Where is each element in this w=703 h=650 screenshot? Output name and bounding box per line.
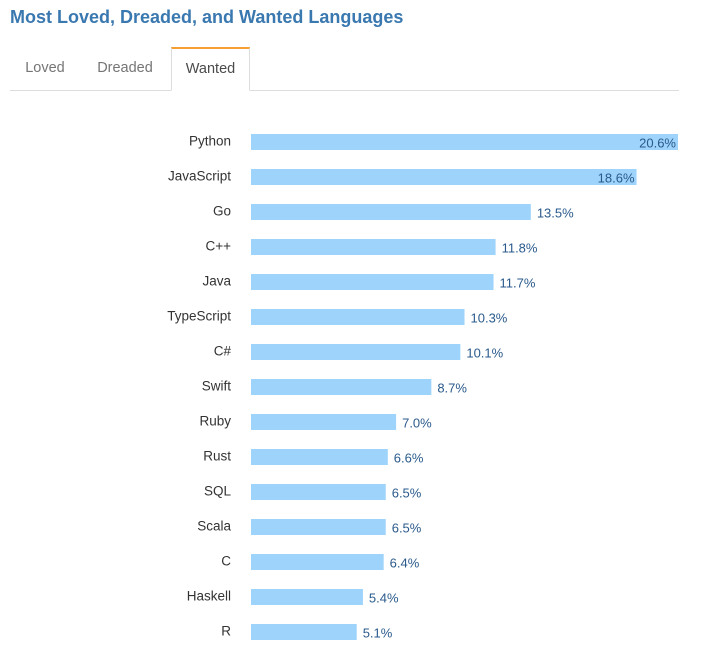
bar	[251, 309, 465, 325]
value-label: 7.0%	[402, 416, 432, 431]
bar	[251, 624, 357, 640]
category-label: Rust	[203, 449, 231, 464]
tab-dreaded[interactable]: Dreaded	[97, 60, 153, 76]
bar	[251, 554, 384, 570]
value-label: 6.6%	[394, 451, 424, 466]
category-label: Ruby	[199, 414, 231, 429]
value-label: 13.5%	[537, 206, 574, 221]
value-label: 5.4%	[369, 591, 399, 606]
bar-chart: Python 20.6% JavaScript 18.6% Go 13.5% C++ 11.8…	[167, 134, 678, 641]
value-label: 6.4%	[390, 556, 420, 571]
tab-wanted[interactable]: Wanted	[171, 47, 250, 91]
value-label: 10.1%	[466, 346, 503, 361]
category-label: Scala	[197, 519, 231, 534]
tab-bar: Loved Dreaded Wanted	[10, 47, 679, 91]
category-label: C#	[214, 344, 232, 359]
bar	[251, 449, 388, 465]
category-label: TypeScript	[167, 309, 231, 324]
category-label: R	[221, 624, 231, 639]
bar	[251, 274, 494, 290]
category-label: Go	[213, 204, 231, 219]
value-label: 11.8%	[502, 241, 538, 256]
tab-loved[interactable]: Loved	[25, 60, 65, 76]
category-label: C++	[205, 239, 231, 254]
value-label: 18.6%	[598, 171, 635, 186]
bar	[251, 519, 386, 535]
page-title: Most Loved, Dreaded, and Wanted Language…	[10, 7, 404, 27]
category-label: Swift	[202, 379, 232, 394]
category-label: Java	[202, 274, 231, 289]
value-label: 8.7%	[437, 381, 467, 396]
bar	[251, 589, 363, 605]
bar	[251, 344, 461, 360]
bar	[251, 484, 386, 500]
category-label: JavaScript	[168, 169, 231, 184]
bar	[251, 379, 432, 395]
value-label: 11.7%	[500, 276, 536, 291]
bar	[251, 169, 637, 185]
category-label: Python	[189, 134, 231, 149]
bar	[251, 204, 531, 220]
value-label: 6.5%	[392, 486, 422, 501]
bar	[251, 134, 678, 150]
value-label: 6.5%	[392, 521, 422, 536]
category-label: C	[221, 554, 231, 569]
value-label: 20.6%	[639, 136, 676, 151]
category-label: Haskell	[187, 589, 231, 604]
category-label: SQL	[204, 484, 232, 499]
bar	[251, 239, 496, 255]
value-label: 10.3%	[471, 311, 508, 326]
value-label: 5.1%	[363, 626, 393, 641]
bar	[251, 414, 397, 430]
